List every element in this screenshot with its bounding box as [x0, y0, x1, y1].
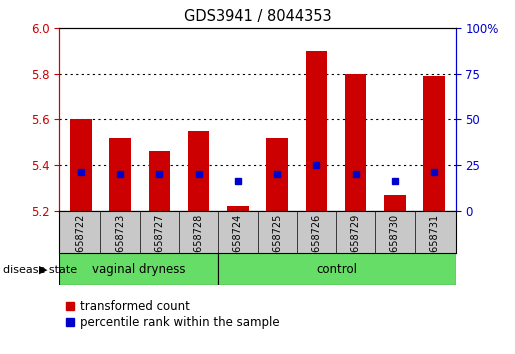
Text: GSM658728: GSM658728 — [194, 214, 203, 273]
Text: vaginal dryness: vaginal dryness — [92, 263, 185, 275]
Text: GSM658724: GSM658724 — [233, 214, 243, 273]
Bar — [148, 152, 170, 211]
Text: GSM658731: GSM658731 — [429, 214, 439, 273]
Bar — [266, 138, 288, 211]
Title: GDS3941 / 8044353: GDS3941 / 8044353 — [184, 9, 331, 24]
Text: GSM658727: GSM658727 — [154, 214, 164, 273]
Text: control: control — [316, 263, 357, 275]
Bar — [59, 253, 218, 285]
Bar — [188, 131, 210, 211]
Bar — [384, 195, 406, 211]
Legend: transformed count, percentile rank within the sample: transformed count, percentile rank withi… — [65, 300, 280, 329]
Text: disease state: disease state — [3, 265, 77, 275]
Bar — [305, 51, 327, 211]
Text: GSM658723: GSM658723 — [115, 214, 125, 273]
Bar — [345, 74, 367, 211]
Text: GSM658722: GSM658722 — [76, 214, 86, 273]
Bar — [70, 120, 92, 211]
Bar — [227, 206, 249, 211]
Bar — [218, 253, 456, 285]
Text: GSM658730: GSM658730 — [390, 214, 400, 273]
Text: ▶: ▶ — [39, 265, 47, 275]
Text: GSM658725: GSM658725 — [272, 214, 282, 273]
Bar — [109, 138, 131, 211]
Text: GSM658726: GSM658726 — [312, 214, 321, 273]
Text: GSM658729: GSM658729 — [351, 214, 360, 273]
Bar — [423, 76, 445, 211]
